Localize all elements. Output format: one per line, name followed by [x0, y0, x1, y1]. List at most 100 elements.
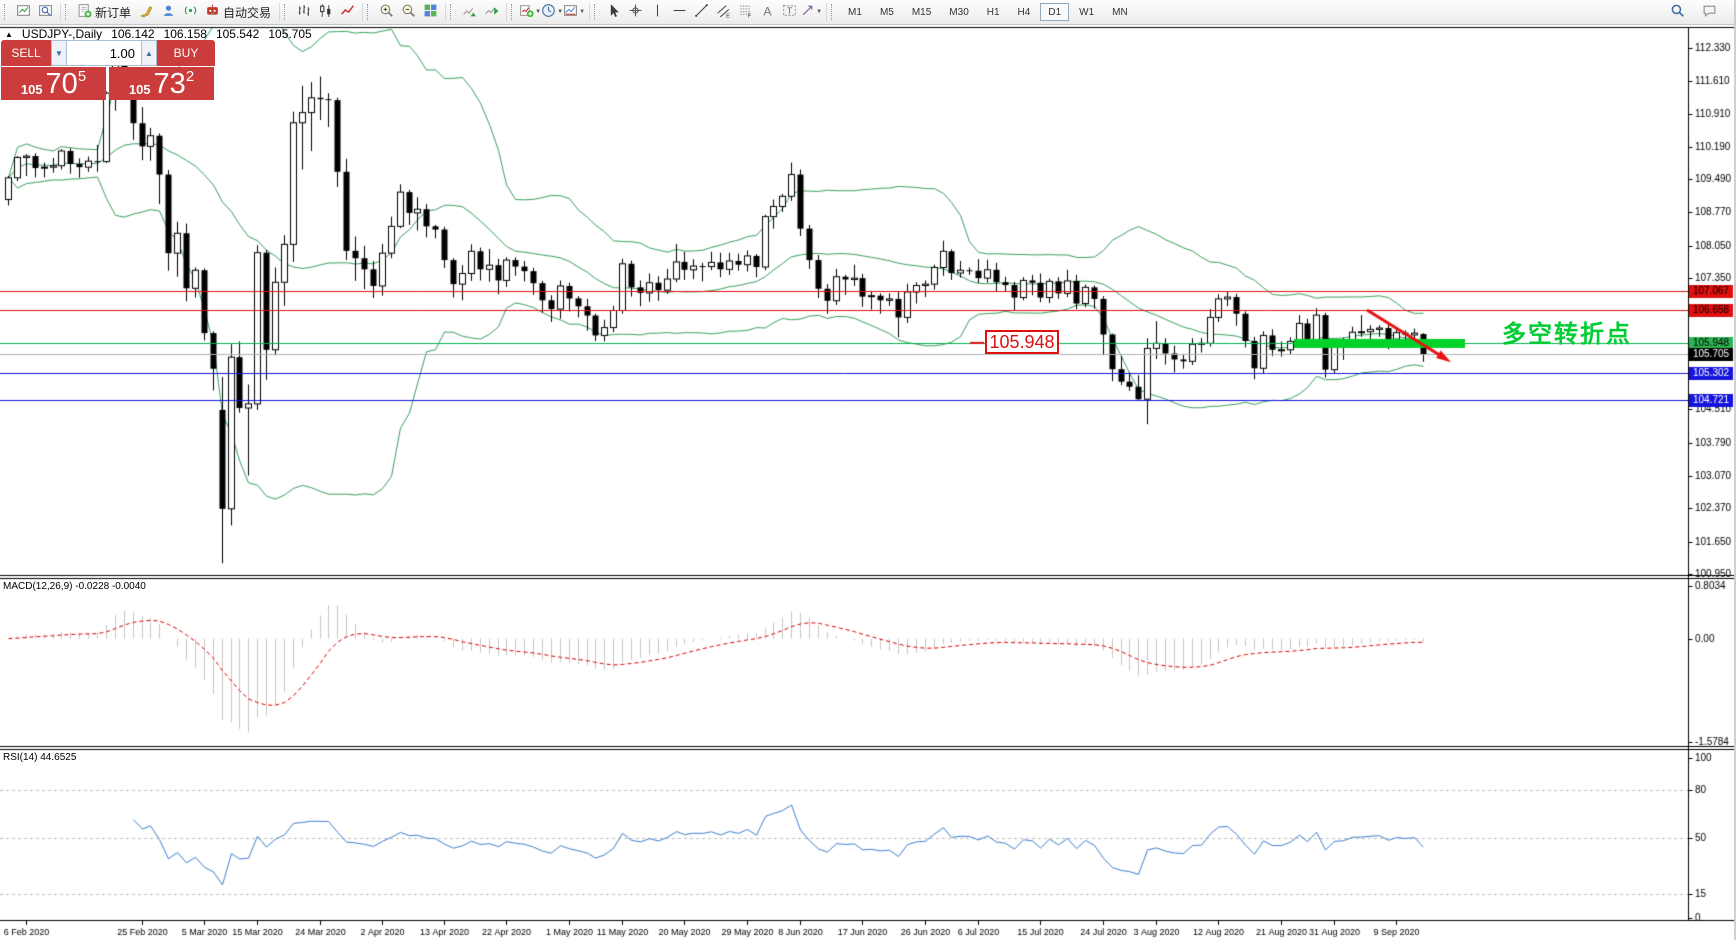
timeframe-MN-button[interactable]: MN [1104, 3, 1136, 21]
vertical-line-icon [650, 3, 665, 21]
toolbar-bar-chart-mode-button[interactable] [292, 1, 314, 23]
sell-button[interactable]: SELL [1, 40, 51, 66]
sell-price-sup: 5 [77, 68, 87, 85]
buy-button[interactable]: BUY [157, 40, 215, 66]
toolbar-profiles-button[interactable] [34, 1, 56, 23]
zoom-in-icon [379, 3, 394, 21]
toolbar-grip [284, 4, 289, 20]
toolbar-grip [511, 4, 516, 20]
bar-chart-icon [296, 3, 311, 21]
crosshair-icon [628, 3, 643, 21]
toolbar-right-icons [1666, 0, 1720, 24]
toolbar-vertical-line-button[interactable] [646, 1, 668, 23]
toolbar-horizontal-line-button[interactable] [668, 1, 690, 23]
toolbar-new-order-button[interactable] [73, 1, 95, 23]
toolbar-zoom-in-button[interactable] [375, 1, 397, 23]
toolbar-autotrading-button[interactable] [201, 1, 223, 23]
toolbar-equidistant-channel-button[interactable]: E [712, 1, 734, 23]
search-icon [1670, 3, 1685, 21]
new-order-icon [77, 3, 92, 21]
volume-increase-button[interactable]: ▲ [141, 40, 157, 66]
toolbar-group: E F A T ▼ [592, 0, 824, 24]
svg-text:A: A [763, 4, 772, 18]
toolbar-candlestick-mode-button[interactable] [314, 1, 336, 23]
toolbar-fibonacci-button[interactable]: F [734, 1, 756, 23]
arrows-icon [800, 3, 815, 21]
timeframe-M1-button[interactable]: M1 [840, 3, 870, 21]
toolbar-search-button[interactable] [1666, 1, 1688, 23]
trade-panel-prices: 105 70 5 105 73 2 [1, 67, 215, 100]
toolbar-cursor-button[interactable] [602, 1, 624, 23]
toolbar-arrows-button[interactable]: ▼ [800, 1, 822, 23]
toolbar-separator [362, 3, 364, 21]
toolbar-group [448, 0, 504, 24]
toolbar-trendline-button[interactable] [690, 1, 712, 23]
templates-icon [563, 3, 578, 21]
chart-canvas[interactable] [0, 24, 1734, 940]
quote-close: 105.705 [268, 27, 312, 41]
toolbar-text-button[interactable]: A [756, 1, 778, 23]
brush-icon [139, 3, 154, 21]
toolbar-autotrading-label: 自动交易 [223, 5, 272, 20]
toolbar-tile-windows-button[interactable] [419, 1, 441, 23]
toolbar-line-chart-mode-button[interactable] [336, 1, 358, 23]
volume-decrease-button[interactable]: ▼ [51, 40, 67, 66]
sell-price-big: 70 [45, 68, 78, 101]
toolbar-chart-shift-button[interactable] [480, 1, 502, 23]
timeframe-H1-button[interactable]: H1 [979, 3, 1008, 21]
sell-price-button[interactable]: 105 70 5 [1, 67, 106, 100]
chevron-down-icon: ▼ [55, 48, 63, 58]
toolbar-periods-button[interactable]: ▼ [541, 1, 563, 23]
toolbar-group: ▼ ▼ ▼ [509, 0, 587, 24]
tile-windows-icon [423, 3, 438, 21]
price-callout-box[interactable]: 105.948 [985, 330, 1059, 354]
timeframe-H4-button[interactable]: H4 [1010, 3, 1039, 21]
quote-open: 106.142 [111, 27, 155, 41]
autotrading-icon [205, 3, 220, 21]
person-icon [161, 3, 176, 21]
toolbar-chat-button[interactable] [1698, 1, 1720, 23]
toolbar-zoom-out-button[interactable] [397, 1, 419, 23]
toolbar-community-button[interactable] [157, 1, 179, 23]
svg-text:E: E [726, 13, 730, 18]
timeframe-D1-button[interactable]: D1 [1040, 3, 1070, 21]
chevron-down-icon: ▼ [579, 9, 586, 15]
turning-point-annotation[interactable]: 多空转折点 [1502, 321, 1632, 348]
toolbar-crosshair-button[interactable] [624, 1, 646, 23]
symbol-collapse-icon[interactable]: ▲ [5, 29, 13, 39]
buy-price-button[interactable]: 105 73 2 [109, 67, 214, 100]
toolbar-indicators-button[interactable]: ▼ [519, 1, 541, 23]
signal-icon [183, 3, 198, 21]
toolbar-brush-button[interactable] [135, 1, 157, 23]
channel-icon: E [716, 3, 731, 21]
volume-input[interactable]: 1.00 [67, 40, 141, 66]
timeframe-M30-button[interactable]: M30 [941, 3, 976, 21]
toolbar-separator [279, 3, 281, 21]
toolbar-new-chart-button[interactable] [12, 1, 34, 23]
toolbar-signals-button[interactable] [179, 1, 201, 23]
toolbar-templates-button[interactable]: ▼ [563, 1, 585, 23]
profiles-icon [38, 3, 53, 21]
timeframe-M5-button[interactable]: M5 [872, 3, 902, 21]
sell-price-prefix: 105 [20, 82, 43, 97]
toolbar-grip [594, 4, 599, 20]
toolbar-grip [450, 4, 455, 20]
toolbar-auto-scroll-button[interactable] [458, 1, 480, 23]
toolbar-text-label-button[interactable]: T [778, 1, 800, 23]
timeframe-M15-button[interactable]: M15 [904, 3, 939, 21]
buy-price-prefix: 105 [128, 82, 151, 97]
quote-low: 105.542 [215, 27, 260, 41]
macd-indicator-label: MACD(12,26,9) -0.0228 -0.0040 [3, 581, 146, 592]
zoom-out-icon [401, 3, 416, 21]
toolbar-group [282, 0, 360, 24]
timeframe-W1-button[interactable]: W1 [1071, 3, 1102, 21]
chevron-down-icon: ▼ [535, 9, 542, 15]
toolbar-grip [367, 4, 372, 20]
indicators-icon [519, 3, 534, 21]
toolbar-group [365, 0, 443, 24]
label-icon: T [782, 3, 797, 21]
line-chart-icon [340, 3, 355, 21]
toolbar-separator [589, 3, 591, 21]
rsi-indicator-label: RSI(14) 44.6525 [3, 752, 77, 763]
